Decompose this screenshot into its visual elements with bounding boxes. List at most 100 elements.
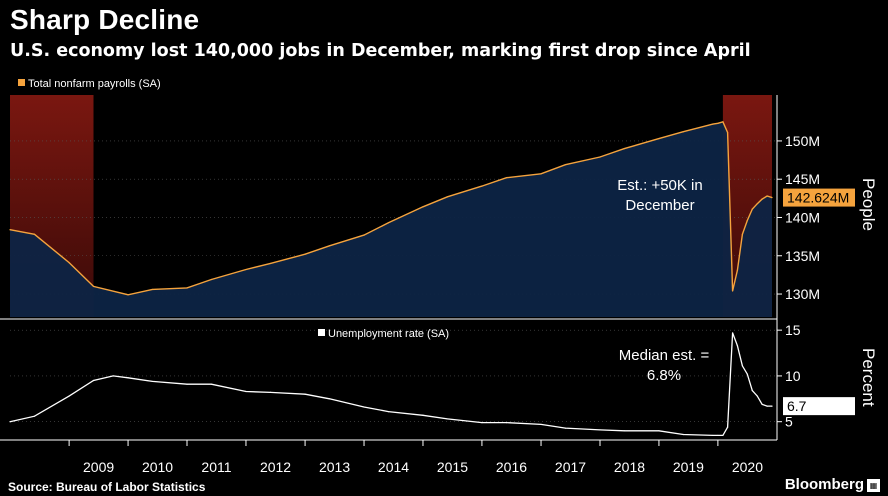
y-tick-label: 135M — [785, 248, 820, 264]
x-tick-label: 2012 — [260, 459, 291, 475]
x-tick-label: 2013 — [319, 459, 350, 475]
x-tick-label: 2010 — [142, 459, 173, 475]
last-value-box — [783, 188, 855, 207]
unemployment-point — [741, 365, 744, 367]
payrolls-point — [363, 234, 365, 236]
y-axis-label: Percent — [859, 348, 878, 407]
x-tick-label: 2014 — [378, 459, 409, 475]
y-tick-label: 145M — [785, 171, 820, 187]
legend-label: Total nonfarm payrolls (SA) — [28, 78, 161, 90]
payrolls-point — [761, 198, 763, 200]
payrolls-point — [722, 121, 724, 123]
payrolls-point — [481, 185, 483, 187]
brand-icon: ▦ — [867, 479, 880, 492]
payrolls-point — [717, 122, 719, 124]
payrolls-point — [387, 222, 390, 224]
last-value-label: 6.7 — [787, 398, 807, 414]
x-tick-label: 2019 — [673, 459, 704, 475]
payrolls-point — [712, 123, 714, 125]
brand-logo: Bloomberg ▦ — [785, 476, 880, 493]
payrolls-point — [446, 196, 448, 198]
payrolls-point — [756, 203, 758, 205]
unemployment-point — [722, 434, 724, 437]
payrolls-point — [422, 206, 424, 208]
unemployment-point — [771, 405, 773, 407]
unemployment-point — [682, 433, 684, 436]
y-tick-label: 5 — [785, 414, 793, 430]
annotation: 6.8% — [647, 367, 681, 384]
payrolls-point — [599, 156, 601, 158]
legend-label: Unemployment rate (SA) — [328, 328, 449, 340]
chart-subtitle: U.S. economy lost 140,000 jobs in Decemb… — [10, 41, 751, 61]
unemployment-point — [363, 406, 365, 408]
y-tick-label: 130M — [785, 286, 820, 302]
unemployment-point — [766, 405, 768, 407]
unemployment-point — [422, 414, 424, 416]
x-tick-label: 2017 — [555, 459, 586, 475]
unemployment-point — [761, 403, 763, 405]
unemployment-point — [112, 375, 114, 377]
y-tick-label: 140M — [785, 209, 820, 225]
payrolls-point — [540, 173, 542, 175]
unemployment-point — [726, 426, 729, 428]
x-tick-label: 2018 — [614, 459, 645, 475]
payrolls-point — [92, 285, 95, 287]
payrolls-point — [68, 262, 70, 264]
unemployment-point — [731, 332, 734, 334]
payrolls-point — [682, 131, 684, 133]
annotation: Est.: +50K in — [617, 177, 702, 194]
payrolls-point — [731, 290, 734, 292]
unemployment-point — [328, 398, 331, 400]
unemployment-point — [756, 395, 758, 397]
brand-name: Bloomberg — [784, 476, 864, 493]
payrolls-point — [9, 229, 11, 231]
chart-title: Sharp Decline — [10, 4, 200, 35]
payrolls-point — [766, 195, 768, 197]
legend-swatch — [18, 79, 25, 86]
unemployment-point — [623, 430, 625, 432]
unemployment-point — [736, 345, 739, 347]
payrolls-point — [726, 131, 729, 134]
payrolls-point — [658, 138, 660, 140]
payrolls-point — [746, 219, 748, 222]
payrolls-point — [269, 262, 272, 265]
payrolls-point — [751, 208, 753, 210]
unemployment-point — [564, 427, 567, 429]
unemployment-line — [9, 332, 772, 437]
payrolls-area — [10, 121, 772, 317]
unemployment-point — [505, 422, 508, 424]
x-tick-label: 2016 — [496, 459, 527, 475]
payrolls-point — [304, 253, 306, 255]
payrolls-point — [151, 288, 154, 291]
payrolls-point — [741, 233, 744, 235]
payrolls-point — [505, 177, 508, 179]
unemployment-point — [599, 429, 601, 431]
unemployment-point — [712, 434, 714, 437]
unemployment-point — [245, 390, 247, 393]
y-tick-label: 10 — [785, 368, 801, 384]
unemployment-point — [186, 383, 188, 385]
payrolls-point — [245, 268, 247, 271]
unemployment-point — [92, 379, 95, 382]
payrolls-point — [623, 147, 625, 150]
y-tick-label: 15 — [785, 322, 801, 338]
unemployment-point — [540, 423, 542, 426]
y-axis-label: People — [859, 178, 878, 231]
x-tick-label: 2015 — [437, 459, 468, 475]
legend-swatch — [318, 329, 325, 336]
payrolls-point — [210, 278, 213, 281]
unemployment-point — [387, 411, 390, 413]
unemployment-point — [68, 395, 70, 397]
unemployment-point — [269, 391, 272, 393]
y-tick-label: 150M — [785, 133, 820, 149]
payrolls-point — [771, 196, 773, 199]
unemployment-point — [9, 421, 11, 423]
payrolls-point — [736, 269, 739, 271]
x-tick-label: 2020 — [732, 459, 763, 475]
unemployment-point — [751, 389, 753, 392]
unemployment-point — [746, 373, 748, 375]
x-tick-label: 2009 — [83, 459, 114, 475]
unemployment-point — [127, 377, 129, 379]
unemployment-point — [151, 380, 154, 383]
